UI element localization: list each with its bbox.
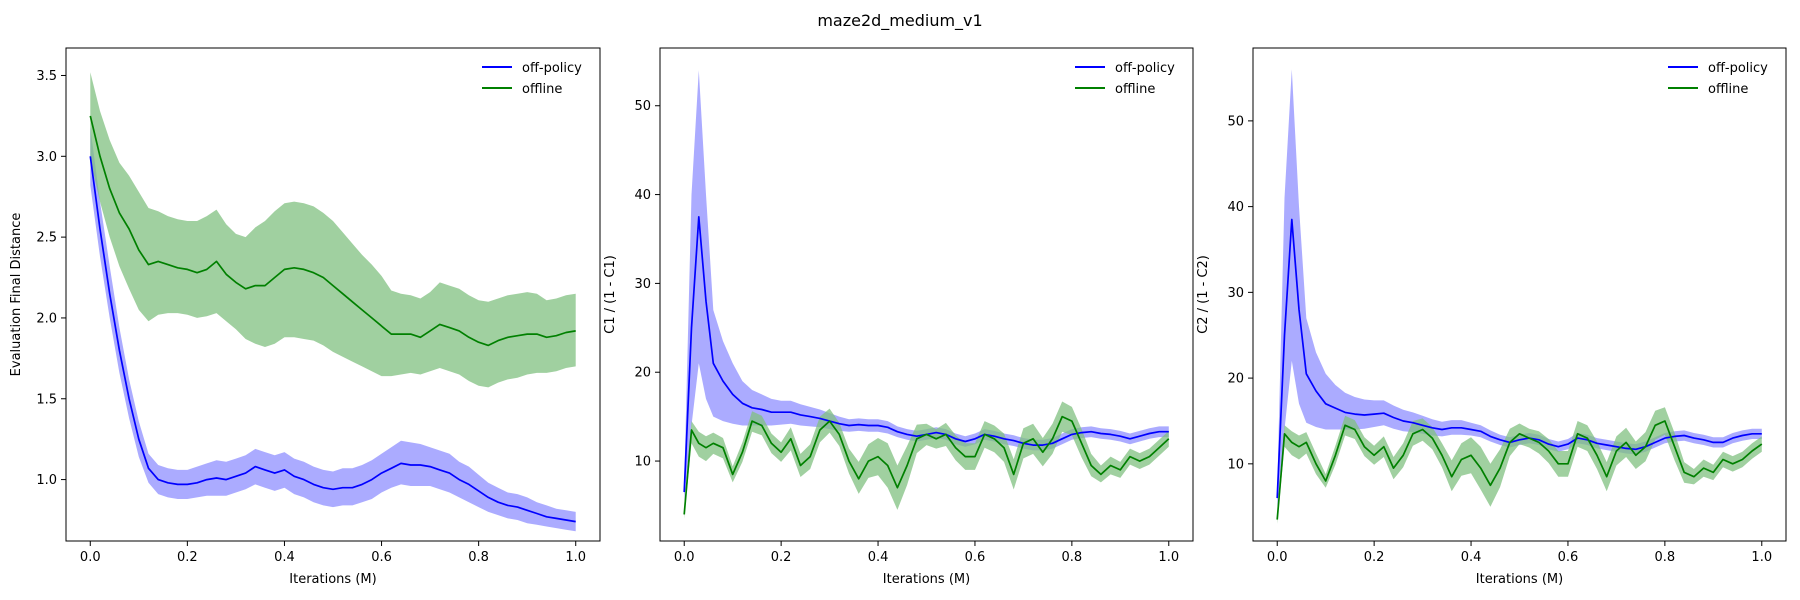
figure-title: maze2d_medium_v1 bbox=[817, 11, 982, 31]
x-axis-label: Iterations (M) bbox=[1476, 572, 1563, 587]
plot-frame bbox=[1252, 47, 1787, 542]
x-tick-label: 0.6 bbox=[965, 550, 986, 565]
x-tick-label: 0.8 bbox=[1655, 550, 1676, 565]
x-tick-label: 0.2 bbox=[1364, 550, 1385, 565]
plot-frame bbox=[65, 47, 601, 542]
confidence-band-offline bbox=[90, 72, 576, 388]
y-tick-label: 1.5 bbox=[36, 392, 57, 407]
y-tick-label: 30 bbox=[1227, 286, 1244, 301]
legend: off-policy offline bbox=[1668, 61, 1768, 97]
series-line-offline bbox=[683, 415, 1170, 515]
y-tick-label: 2.5 bbox=[36, 231, 57, 246]
subplot-1: 0.0 0.2 0.4 0.6 0.8 1.0 1.0 1.5 2.0 2.5 3.0 3.5 Iter… bbox=[9, 47, 601, 587]
x-tick-label: 0.4 bbox=[1461, 550, 1482, 565]
y-tick-label: 30 bbox=[634, 277, 651, 292]
y-tick-label: 20 bbox=[634, 366, 651, 381]
legend-label: offline bbox=[522, 82, 562, 97]
x-tick-label: 0.0 bbox=[1267, 550, 1288, 565]
x-tick-label: 0.6 bbox=[371, 550, 392, 565]
x-tick-label: 0.0 bbox=[674, 550, 695, 565]
x-tick-label: 1.0 bbox=[1158, 550, 1179, 565]
x-tick-label: 0.4 bbox=[868, 550, 889, 565]
y-tick-label: 10 bbox=[1227, 457, 1244, 472]
subplot-grid: 0.0 0.2 0.4 0.6 0.8 1.0 1.0 1.5 2.0 2.5 3.0 3.5 Iter… bbox=[9, 47, 1787, 587]
x-tick-label: 0.4 bbox=[274, 550, 295, 565]
legend-label: offline bbox=[1708, 82, 1748, 97]
x-tick-label: 1.0 bbox=[1751, 550, 1772, 565]
x-axis-label: Iterations (M) bbox=[289, 572, 376, 587]
y-axis-label: C1 / (1 - C1) bbox=[603, 255, 618, 334]
x-tick-label: 0.0 bbox=[80, 550, 101, 565]
series-line-offline bbox=[89, 115, 576, 347]
plot-frame bbox=[659, 47, 1194, 542]
x-axis-label: Iterations (M) bbox=[883, 572, 970, 587]
legend-label: off-policy bbox=[1708, 61, 1768, 76]
legend-label: off-policy bbox=[522, 61, 582, 76]
y-tick-label: 50 bbox=[634, 99, 651, 114]
series-line-offline bbox=[1276, 420, 1763, 520]
series-line-off-policy bbox=[683, 215, 1169, 493]
y-tick-label: 40 bbox=[1227, 200, 1244, 215]
x-tick-label: 0.2 bbox=[771, 550, 792, 565]
x-tick-label: 1.0 bbox=[565, 550, 586, 565]
y-tick-label: 10 bbox=[634, 455, 651, 470]
x-tick-label: 0.8 bbox=[1062, 550, 1083, 565]
y-tick-label: 2.0 bbox=[36, 311, 57, 326]
legend: off-policy offline bbox=[1075, 61, 1175, 97]
subplot-3: 0.0 0.2 0.4 0.6 0.8 1.0 10 20 30 40 50 Iterations (… bbox=[1196, 47, 1787, 587]
series-line-off-policy bbox=[89, 156, 576, 523]
x-tick-label: 0.2 bbox=[177, 550, 198, 565]
legend-label: off-policy bbox=[1115, 61, 1175, 76]
y-tick-label: 1.0 bbox=[36, 473, 57, 488]
y-axis-label: C2 / (1 - C2) bbox=[1196, 255, 1211, 334]
subplot-2: 0.0 0.2 0.4 0.6 0.8 1.0 10 20 30 40 50 Iterations (… bbox=[603, 47, 1194, 587]
y-tick-label: 50 bbox=[1227, 114, 1244, 129]
confidence-band-offline bbox=[684, 401, 1169, 519]
legend-label: offline bbox=[1115, 82, 1155, 97]
x-tick-label: 0.8 bbox=[468, 550, 489, 565]
series-line-off-policy bbox=[1276, 218, 1762, 499]
y-axis-label: Evaluation Final Distance bbox=[9, 213, 24, 377]
y-tick-label: 40 bbox=[634, 188, 651, 203]
confidence-band-offline bbox=[1277, 407, 1762, 524]
legend: off-policy offline bbox=[482, 61, 582, 97]
y-tick-label: 20 bbox=[1227, 372, 1244, 387]
y-tick-label: 3.0 bbox=[36, 150, 57, 165]
y-tick-label: 3.5 bbox=[36, 69, 57, 84]
x-tick-label: 0.6 bbox=[1558, 550, 1579, 565]
